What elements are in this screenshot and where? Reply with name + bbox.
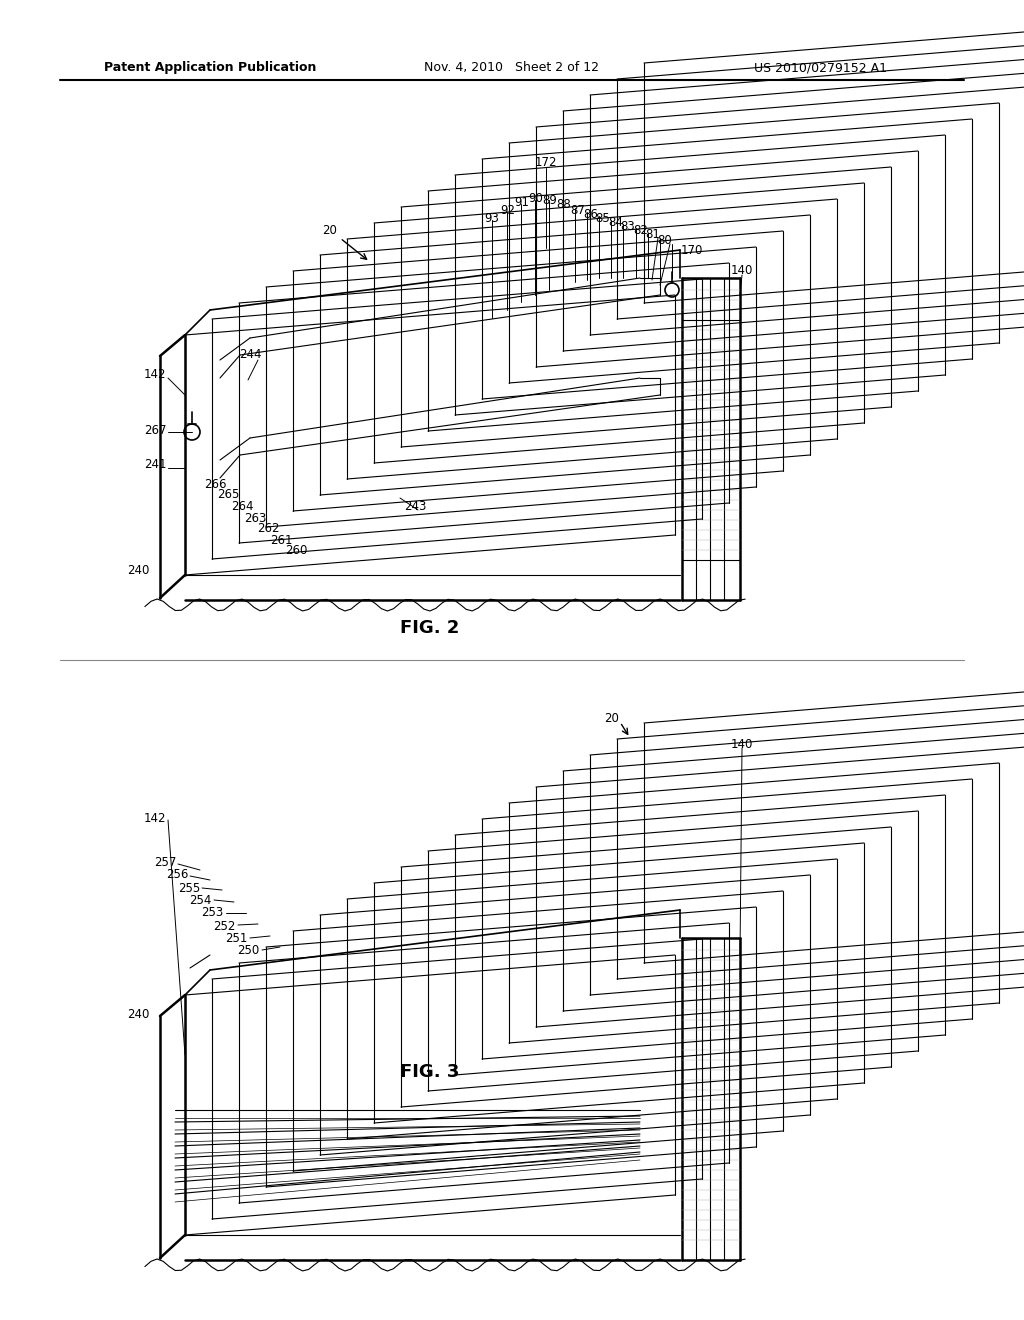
- Text: 240: 240: [127, 564, 150, 577]
- Text: 255: 255: [178, 882, 200, 895]
- Text: FIG. 2: FIG. 2: [400, 619, 460, 638]
- Text: 88: 88: [557, 198, 571, 211]
- Text: 240: 240: [127, 1008, 150, 1022]
- Text: 243: 243: [403, 499, 426, 512]
- Text: 20: 20: [604, 711, 620, 725]
- Text: 140: 140: [731, 264, 754, 276]
- Text: 80: 80: [657, 234, 673, 247]
- Text: 267: 267: [143, 424, 166, 437]
- Text: 91: 91: [514, 195, 529, 209]
- Text: 140: 140: [731, 738, 754, 751]
- Text: 253: 253: [201, 907, 223, 920]
- Text: 266: 266: [204, 478, 226, 491]
- Text: 84: 84: [608, 215, 624, 228]
- Text: Nov. 4, 2010   Sheet 2 of 12: Nov. 4, 2010 Sheet 2 of 12: [425, 62, 599, 74]
- Text: 261: 261: [269, 533, 292, 546]
- Text: 252: 252: [213, 920, 236, 932]
- Text: 20: 20: [323, 223, 338, 236]
- Text: 83: 83: [621, 219, 635, 232]
- Text: 256: 256: [166, 869, 188, 882]
- Text: 89: 89: [543, 194, 557, 206]
- Text: 241: 241: [143, 458, 166, 471]
- Text: 82: 82: [634, 223, 648, 236]
- Text: 142: 142: [143, 368, 166, 381]
- Text: 90: 90: [528, 191, 544, 205]
- Text: 92: 92: [501, 203, 515, 216]
- Text: 93: 93: [484, 211, 500, 224]
- Text: 244: 244: [239, 348, 261, 362]
- Text: US 2010/0279152 A1: US 2010/0279152 A1: [754, 62, 887, 74]
- Text: 257: 257: [154, 855, 176, 869]
- Text: 81: 81: [645, 228, 660, 242]
- Text: 85: 85: [596, 211, 610, 224]
- Text: 265: 265: [217, 488, 240, 502]
- Text: Patent Application Publication: Patent Application Publication: [103, 62, 316, 74]
- Text: 87: 87: [570, 203, 586, 216]
- Text: 250: 250: [237, 945, 259, 957]
- Text: 251: 251: [225, 932, 247, 945]
- Text: 172: 172: [535, 156, 557, 169]
- Text: 263: 263: [244, 512, 266, 525]
- Text: FIG. 3: FIG. 3: [400, 1063, 460, 1081]
- Text: 260: 260: [285, 544, 307, 557]
- Text: 262: 262: [257, 523, 280, 536]
- Text: 142: 142: [143, 812, 166, 825]
- Text: 86: 86: [584, 207, 598, 220]
- Text: 254: 254: [188, 895, 211, 908]
- Text: 170: 170: [681, 243, 703, 256]
- Text: 264: 264: [230, 500, 253, 513]
